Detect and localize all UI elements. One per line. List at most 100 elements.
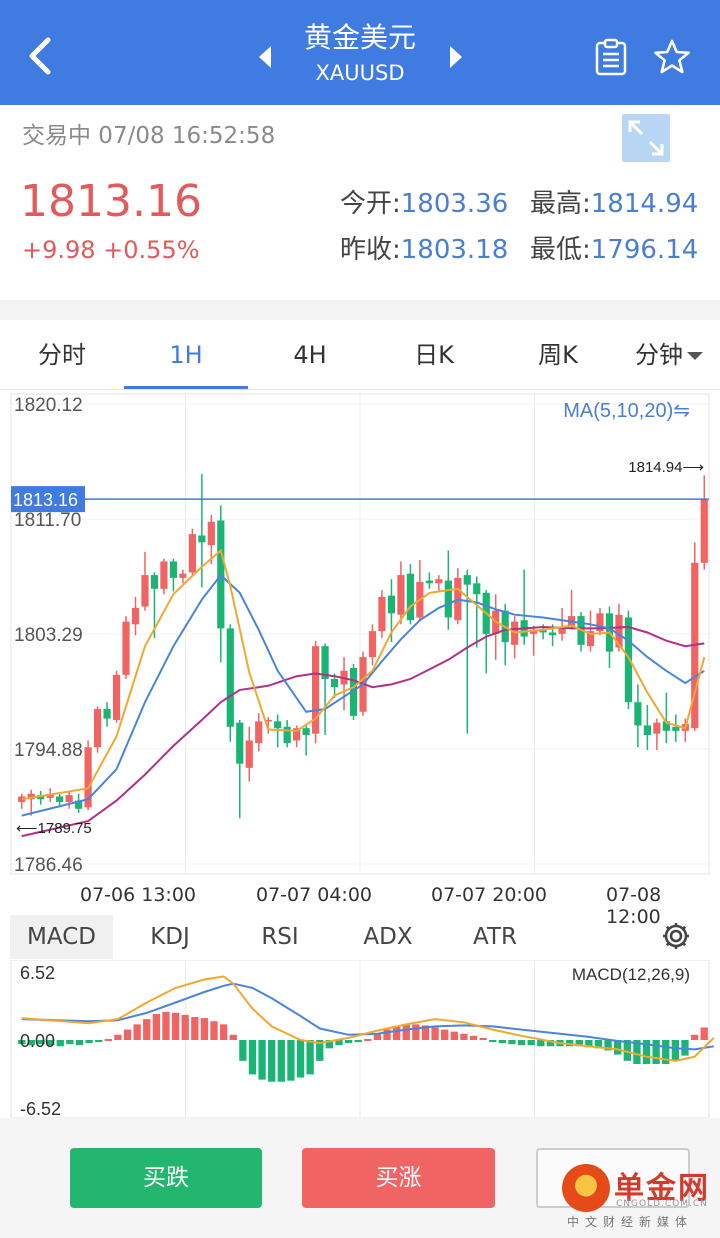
expand-button[interactable] (622, 114, 670, 162)
low-value: 1796.14 (590, 235, 699, 265)
macd-histogram-bar (162, 1011, 170, 1040)
symbol-code: XAUUSD (315, 61, 405, 85)
x-tick-label: 07-07 04:00 (256, 884, 373, 906)
sell-button[interactable]: 买跌 (70, 1148, 262, 1208)
candle-body (558, 627, 566, 634)
symbol-title: 黄金美元 XAUUSD (250, 18, 470, 88)
tab-minutes-label: 分钟 (635, 341, 683, 369)
more-button[interactable] (536, 1148, 690, 1208)
macd-histogram-bar (402, 1024, 410, 1040)
candle-body (150, 575, 159, 589)
macd-histogram-bar (296, 1040, 305, 1078)
candle-body (672, 726, 680, 731)
macd-histogram-bar (200, 1018, 209, 1040)
tab-rsi[interactable]: RSI (261, 924, 299, 950)
clipboard-icon[interactable] (594, 38, 628, 76)
watermark-name: 单金网 (614, 1171, 710, 1206)
open-stat: 今开:1803.36 (340, 183, 508, 220)
tab-daily[interactable]: 日K (414, 341, 454, 369)
candle-body (131, 607, 140, 625)
candle-body (245, 740, 253, 768)
macd-y-tick-label: -6.52 (20, 1099, 61, 1119)
tab-weekly[interactable]: 周K (538, 341, 578, 369)
macd-dif-line (21, 975, 715, 1062)
candle-body (283, 726, 291, 744)
prev-symbol-icon[interactable] (257, 44, 273, 70)
tab-kdj[interactable]: KDJ (150, 924, 190, 950)
macd-histogram-bar (460, 1033, 468, 1040)
macd-legend: MACD(12,26,9) (572, 965, 690, 984)
candle-body (387, 595, 396, 614)
macd-histogram-bar (66, 1040, 74, 1045)
candle-body (662, 721, 670, 731)
candle-body (378, 596, 386, 632)
max-price-label: 1814.94⟶ (628, 459, 704, 476)
macd-histogram-bar (143, 1019, 151, 1040)
macd-histogram-bar (508, 1040, 516, 1045)
macd-histogram-bar (671, 1040, 680, 1061)
candle-body (56, 796, 64, 802)
next-symbol-icon[interactable] (448, 44, 464, 70)
tab-adx[interactable]: ADX (363, 924, 413, 950)
macd-histogram-bar (114, 1034, 122, 1040)
active-tab-underline (124, 386, 248, 389)
current-price-tag (11, 486, 85, 513)
tab-4h[interactable]: 4H (293, 341, 327, 369)
settings-gear-icon[interactable] (660, 920, 692, 952)
candle-body (27, 793, 35, 800)
candle-body (530, 629, 538, 634)
indicator-tabs: MACD KDJ RSI ADX ATR (10, 915, 710, 961)
macd-histogram-bar (85, 1040, 93, 1044)
buy-button[interactable]: 买涨 (302, 1148, 495, 1208)
back-icon[interactable] (22, 34, 62, 78)
candle-body (615, 614, 623, 648)
candle-body (93, 709, 102, 748)
macd-histogram-bar (306, 1040, 314, 1075)
x-tick-label: 07-08 12:00 (606, 884, 662, 928)
macd-histogram-bar (421, 1025, 430, 1040)
macd-histogram-bar (489, 1040, 497, 1042)
macd-histogram-bar (412, 1024, 420, 1040)
star-icon[interactable] (653, 38, 691, 76)
candle-body (425, 580, 433, 584)
tab-macd[interactable]: MACD (10, 915, 113, 959)
candle-body (169, 561, 178, 578)
candle-body (160, 561, 168, 589)
candle-body (312, 646, 320, 734)
candle-body (37, 795, 45, 800)
macd-histogram-bar (383, 1029, 391, 1040)
macd-histogram-bar (681, 1040, 689, 1056)
candle-body (75, 800, 83, 809)
last-price: 1813.16 (20, 176, 202, 227)
macd-histogram-bar (104, 1038, 112, 1041)
top-bar: 黄金美元 XAUUSD (0, 0, 720, 105)
macd-histogram-bar (537, 1040, 545, 1047)
macd-histogram-bar (229, 1034, 237, 1040)
candle-body (596, 613, 604, 632)
macd-histogram-bar (171, 1012, 180, 1040)
tab-minutes[interactable]: 分钟 (620, 320, 720, 390)
candle-body (643, 725, 651, 735)
tab-1h[interactable]: 1H (169, 341, 203, 369)
candle-body (548, 632, 557, 636)
macd-histogram-bar (469, 1035, 478, 1040)
candlestick-chart[interactable]: 1820.12 1811.70 1803.29 1794.88 1786.46 1813.… (0, 390, 720, 880)
macd-chart[interactable]: 6.52 0.00 -6.52 MACD(12,26,9) (0, 960, 720, 1120)
macd-histogram-bar (248, 1040, 257, 1075)
macd-histogram-bar (392, 1026, 401, 1040)
macd-histogram-bar (219, 1024, 228, 1040)
tab-time-share[interactable]: 分时 (38, 341, 86, 369)
tab-atr[interactable]: ATR (473, 924, 517, 950)
prev-close-stat: 昨收:1803.18 (340, 229, 508, 266)
macd-histogram-bar (152, 1013, 161, 1040)
candle-body (302, 728, 310, 735)
candle-body (444, 580, 452, 618)
candle-body (463, 575, 471, 585)
macd-histogram-bar (517, 1040, 526, 1046)
y-tick-label: 1811.70 (14, 510, 81, 531)
candle-body (473, 583, 481, 595)
candle-body (321, 646, 329, 679)
candle-body (634, 702, 642, 726)
candle-body (349, 668, 358, 716)
watermark-tagline: 中文财经新媒体 (567, 1215, 694, 1229)
